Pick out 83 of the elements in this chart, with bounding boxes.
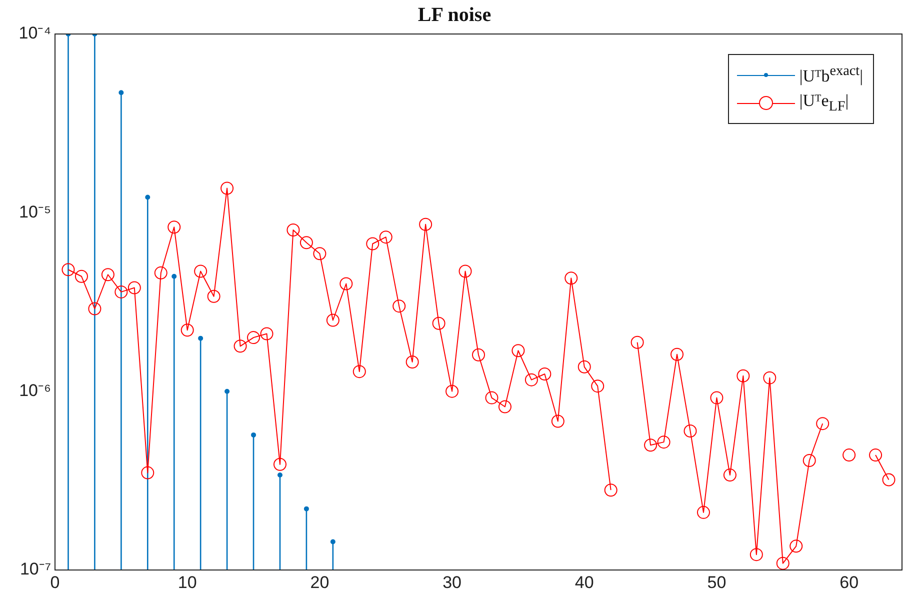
point: [74, 270, 88, 283]
point: [644, 438, 658, 452]
point: [736, 369, 750, 382]
point: [657, 436, 670, 449]
point: [485, 391, 498, 404]
point: [88, 302, 102, 316]
point: [62, 263, 75, 276]
point: [512, 344, 525, 358]
point: [234, 340, 247, 353]
chart-title: LF noise: [418, 4, 492, 26]
point: [198, 336, 204, 341]
point: [352, 365, 366, 378]
point: [194, 264, 208, 278]
point: [710, 391, 724, 404]
point: [101, 268, 114, 282]
x-tick-label: 20: [310, 572, 330, 592]
point: [247, 331, 260, 344]
x-tick-label: 0: [50, 572, 60, 592]
point: [406, 355, 419, 368]
point: [564, 272, 578, 285]
point: [750, 548, 763, 562]
point: [366, 237, 380, 250]
point: [842, 448, 856, 462]
point: [145, 194, 150, 200]
x-tick-label: 30: [442, 572, 462, 592]
x-tick-label: 50: [707, 572, 726, 592]
point: [882, 473, 896, 486]
point: [392, 300, 406, 313]
point: [802, 454, 816, 468]
point: [776, 556, 790, 570]
point: [551, 414, 564, 428]
y-tick-label: 10⁻⁷: [20, 560, 51, 579]
point: [273, 458, 286, 471]
point: [326, 314, 340, 327]
point: [172, 274, 177, 279]
point: [670, 348, 684, 361]
point: [604, 484, 618, 497]
y-tick-label: 10⁻⁶: [19, 381, 51, 400]
point: [277, 472, 282, 478]
point: [591, 380, 604, 393]
point: [313, 247, 326, 260]
point: [300, 236, 313, 250]
point: [379, 230, 392, 244]
point: [340, 277, 353, 290]
point: [696, 506, 710, 519]
point: [419, 218, 432, 231]
point: [869, 448, 882, 462]
point: [472, 348, 485, 362]
point: [816, 417, 830, 430]
point: [330, 539, 336, 544]
point: [141, 466, 154, 480]
point: [538, 368, 552, 381]
point: [154, 266, 168, 280]
point: [723, 468, 736, 482]
y-tick-label: 10⁻⁵: [19, 202, 51, 222]
point: [458, 264, 472, 278]
point: [304, 506, 309, 512]
point: [118, 90, 124, 96]
point: [286, 223, 300, 236]
point: [524, 373, 538, 386]
point: [114, 285, 128, 298]
point: [432, 316, 446, 330]
legend-label: |Uᵀb$^{exact}$|: [799, 63, 863, 87]
point: [446, 384, 459, 398]
point: [763, 371, 776, 384]
point: [180, 324, 194, 337]
point: [207, 290, 220, 303]
point: [260, 327, 274, 340]
point: [578, 360, 591, 374]
point: [684, 424, 697, 438]
point: [498, 400, 512, 414]
x-tick-label: 60: [840, 572, 859, 592]
point: [128, 281, 141, 294]
x-tick-label: 40: [574, 572, 594, 592]
point: [220, 182, 234, 195]
point: [168, 220, 181, 234]
point: [630, 336, 644, 349]
y-tick-label: 10⁻⁴: [18, 24, 51, 43]
point: [224, 388, 230, 394]
point: [251, 432, 256, 438]
x-tick-label: 10: [178, 572, 197, 592]
point: [790, 540, 803, 553]
legend-label: |Uᵀe$_{LF}$|: [799, 90, 849, 116]
